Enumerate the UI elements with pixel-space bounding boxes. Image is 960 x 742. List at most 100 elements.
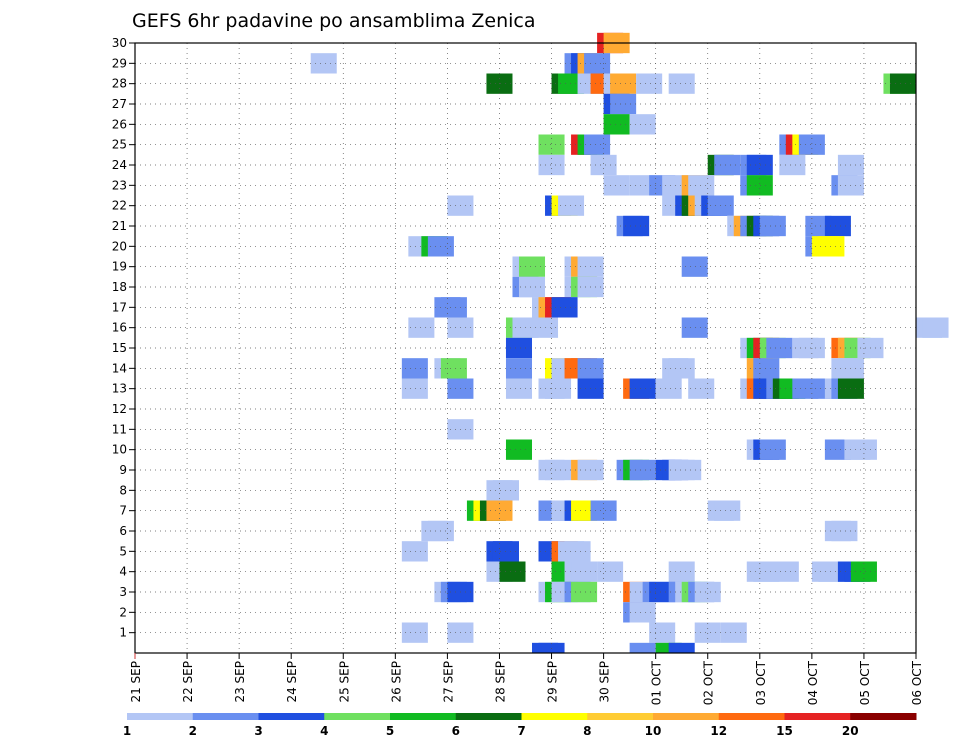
y-tick-label: 18 — [112, 280, 127, 294]
y-tick-label: 27 — [112, 97, 127, 111]
data-cell — [558, 195, 585, 216]
y-tick-label: 30 — [112, 36, 127, 50]
data-cell — [629, 459, 656, 481]
x-tick-label: 06 OCT — [910, 660, 924, 705]
data-cell — [714, 500, 741, 521]
x-tick-label: 30 SEP — [598, 661, 612, 703]
data-cell — [675, 459, 702, 481]
y-tick-label: 6 — [119, 524, 127, 538]
data-cell — [401, 358, 428, 379]
x-tick-label: 21 SEP — [129, 661, 143, 703]
data-cell — [603, 114, 630, 135]
y-tick-label: 7 — [119, 504, 127, 518]
x-tick-label: 24 SEP — [285, 661, 299, 703]
data-cell — [545, 459, 572, 481]
data-cell — [824, 215, 851, 237]
data-cell — [499, 561, 526, 582]
x-tick-label: 02 OCT — [702, 660, 716, 705]
colorbar-label: 6 — [452, 724, 460, 738]
data-cell — [545, 378, 572, 399]
y-tick-label: 8 — [119, 483, 127, 497]
grid-lines — [135, 43, 916, 653]
data-cell — [746, 154, 773, 176]
data-cell — [694, 622, 721, 643]
colorbar-label: 4 — [320, 724, 328, 738]
colorbar-label: 20 — [842, 724, 859, 738]
data-cell — [610, 93, 637, 115]
colorbar: 1 2 3 4 5 6 7 8 10 12 15 20 — [123, 713, 917, 738]
y-tick-label: 28 — [112, 77, 127, 91]
colorbar-swatch — [324, 713, 391, 720]
y-tick-label: 21 — [112, 219, 127, 233]
colorbar-swatch — [718, 713, 785, 720]
colorbar-swatch — [653, 713, 720, 720]
x-tick-label: 01 OCT — [650, 660, 664, 705]
data-cell — [681, 256, 708, 277]
colorbar-swatch — [784, 713, 851, 720]
y-tick-label: 20 — [112, 239, 127, 253]
data-cell — [922, 317, 949, 338]
data-cell — [831, 520, 858, 542]
data-cell — [766, 337, 793, 359]
colorbar-swatch — [127, 713, 194, 720]
y-tick-label: 5 — [119, 544, 127, 558]
data-cell — [720, 622, 747, 643]
data-cell — [759, 215, 786, 237]
colorbar-label: 15 — [776, 724, 793, 738]
y-tick-label: 26 — [112, 117, 127, 131]
data-cell — [551, 297, 578, 318]
data-cell — [505, 337, 533, 359]
y-tick-label: 10 — [112, 443, 127, 457]
x-tick-label: 03 OCT — [754, 660, 768, 705]
data-cell — [505, 439, 533, 460]
data-cell — [694, 581, 721, 603]
data-cell — [590, 500, 617, 521]
colorbar-swatch — [850, 713, 917, 720]
x-tick-label: 27 SEP — [441, 661, 455, 703]
x-tick-label: 28 SEP — [493, 661, 507, 703]
data-cell — [714, 154, 741, 176]
data-cell — [610, 73, 637, 94]
data-cell — [629, 602, 656, 623]
data-cell — [408, 317, 435, 338]
y-tick-label: 3 — [119, 585, 127, 599]
x-tick-label: 23 SEP — [233, 661, 247, 703]
data-cell — [401, 378, 428, 399]
data-cell — [564, 541, 591, 562]
x-tick-label: 26 SEP — [389, 661, 403, 703]
colorbar-label: 10 — [645, 724, 662, 738]
data-cell — [668, 358, 695, 379]
data-cell — [590, 154, 617, 176]
data-cell — [805, 215, 832, 237]
data-cell — [538, 134, 565, 155]
y-tick-label: 1 — [119, 626, 127, 640]
data-cell — [681, 317, 708, 338]
data-cell — [401, 541, 428, 562]
data-cell — [850, 439, 877, 460]
y-tick-label: 17 — [112, 300, 127, 314]
data-cell — [850, 561, 877, 582]
data-cell — [571, 561, 598, 582]
x-tick-label: 25 SEP — [337, 661, 351, 703]
data-cell — [688, 175, 715, 196]
y-tick-label: 9 — [119, 463, 127, 477]
y-tick-label: 22 — [112, 199, 127, 213]
colorbar-label: 7 — [517, 724, 525, 738]
data-cell — [440, 297, 467, 318]
data-cell — [538, 642, 565, 653]
colorbar-swatch — [587, 713, 654, 720]
data-cell — [584, 53, 611, 74]
data-cell — [518, 256, 546, 277]
colorbar-swatch — [521, 713, 588, 720]
data-cell — [759, 439, 786, 460]
colorbar-label: 1 — [123, 724, 131, 738]
data-cell — [310, 53, 337, 74]
colorbar-label: 8 — [583, 724, 591, 738]
y-tick-label: 2 — [119, 605, 127, 619]
colorbar-swatch — [192, 713, 259, 720]
y-tick-label: 16 — [112, 321, 127, 335]
data-cell — [440, 358, 467, 379]
colorbar-label: 5 — [386, 724, 394, 738]
data-cell — [505, 358, 533, 379]
